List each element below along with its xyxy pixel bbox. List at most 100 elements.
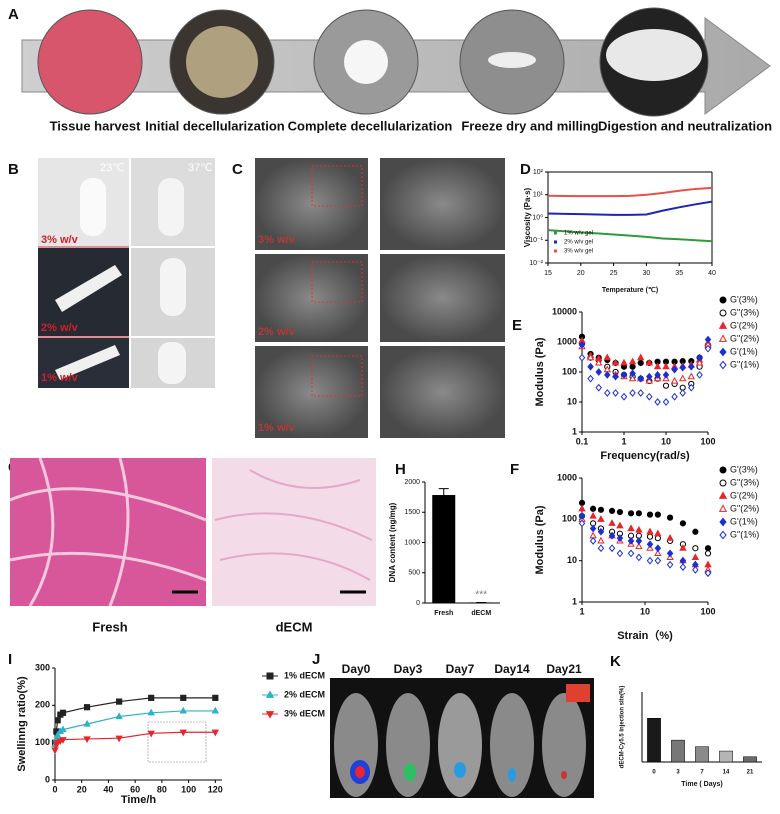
x-tick-label: 1 xyxy=(621,436,626,446)
marker xyxy=(692,565,699,574)
legend-swatch xyxy=(554,231,557,235)
bar xyxy=(647,718,661,763)
step-label: Tissue harvest xyxy=(50,118,141,133)
marker xyxy=(603,353,611,361)
marker xyxy=(597,515,605,522)
y-tick-label: 500 xyxy=(408,570,420,577)
y-tick-label: 10² xyxy=(533,169,544,176)
panel-label: B xyxy=(8,161,19,178)
color-scale xyxy=(566,684,590,702)
y-tick-label: 100 xyxy=(562,366,577,376)
marker xyxy=(595,383,602,392)
legend-label: G"(2%) xyxy=(730,503,759,513)
legend-label: G"(1%) xyxy=(730,529,759,539)
x-tick-label: 40 xyxy=(708,270,716,277)
marker xyxy=(666,534,674,541)
sem-images xyxy=(255,158,505,438)
marker xyxy=(692,528,699,535)
marker xyxy=(666,514,674,521)
marker xyxy=(211,729,220,737)
marker xyxy=(654,556,662,565)
y-tick-label: 0 xyxy=(45,774,50,784)
marker xyxy=(611,358,620,366)
panel-label: F xyxy=(510,461,519,478)
process-photos xyxy=(37,7,709,117)
marker xyxy=(589,537,597,545)
marker xyxy=(719,309,727,317)
x-tick-label: 25 xyxy=(610,270,618,277)
panel-label: J xyxy=(312,651,320,668)
histology-image xyxy=(10,458,206,606)
day-label: Day21 xyxy=(546,662,582,676)
marker xyxy=(666,549,674,558)
x-tick-label: 15 xyxy=(544,270,552,277)
series-line xyxy=(547,229,713,243)
y-axis-label: Modulus (Pa) xyxy=(534,337,546,406)
marker xyxy=(635,542,643,550)
legend-label: G'(3%) xyxy=(730,464,758,474)
marker xyxy=(679,389,686,397)
marker xyxy=(266,672,274,680)
marker xyxy=(654,549,662,556)
day-label: Day0 xyxy=(342,662,371,676)
tube xyxy=(160,258,186,316)
marker xyxy=(589,511,597,519)
marker xyxy=(646,556,654,565)
marker xyxy=(718,491,728,499)
marker xyxy=(59,709,67,716)
marker xyxy=(627,549,635,558)
tube xyxy=(158,178,184,236)
marker xyxy=(679,544,687,551)
marker xyxy=(211,706,220,714)
legend-label: 2% w/v gel xyxy=(564,240,593,246)
x-tick-label: 100 xyxy=(700,436,715,446)
gel-label: 1% w/v xyxy=(41,372,79,384)
bar xyxy=(743,756,757,763)
gel-label: 2% w/v xyxy=(41,322,79,334)
y-tick-label: 10 xyxy=(567,555,577,565)
x-tick-label: 40 xyxy=(103,784,113,794)
signal xyxy=(561,771,567,779)
marker xyxy=(704,344,712,353)
marker xyxy=(53,731,62,738)
legend-swatch xyxy=(554,240,557,244)
marker xyxy=(646,511,654,518)
marker xyxy=(719,466,727,474)
marker xyxy=(679,374,687,382)
marker xyxy=(265,711,275,719)
marker xyxy=(646,527,654,535)
marker xyxy=(604,389,611,397)
tube xyxy=(158,342,186,384)
marker xyxy=(679,363,686,372)
marker xyxy=(589,505,597,512)
marker xyxy=(597,544,605,553)
marker xyxy=(671,365,678,374)
photo xyxy=(344,40,388,84)
marker xyxy=(704,335,712,344)
marker xyxy=(59,737,67,744)
marker xyxy=(719,360,727,370)
tube xyxy=(55,345,120,380)
marker xyxy=(578,519,586,528)
y-tick-label: 1000 xyxy=(557,472,577,482)
marker xyxy=(578,341,586,349)
mouse xyxy=(542,693,586,797)
legend-label: 2% dECM xyxy=(284,689,325,699)
x-axis-label: Strain（%) xyxy=(617,629,673,642)
marker xyxy=(620,371,628,379)
marker xyxy=(719,530,727,540)
bar xyxy=(432,495,456,604)
x-tick-label: 60 xyxy=(130,784,140,794)
marker xyxy=(654,529,662,537)
y-tick-label: 2000 xyxy=(404,479,420,486)
marker xyxy=(608,531,616,540)
marker xyxy=(679,520,687,527)
marker xyxy=(654,398,661,406)
legend-label: 1% w/v gel xyxy=(564,231,593,237)
signal xyxy=(454,762,466,778)
marker xyxy=(692,545,699,552)
histology-label: dECM xyxy=(276,619,313,634)
marker xyxy=(696,353,703,362)
bar xyxy=(695,746,709,763)
